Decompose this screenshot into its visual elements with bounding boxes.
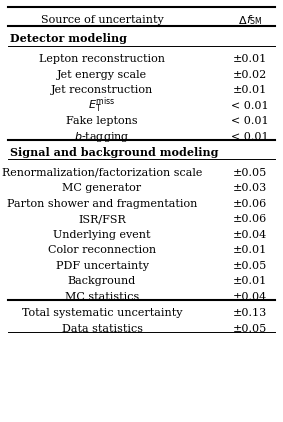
Text: Lepton reconstruction: Lepton reconstruction bbox=[39, 54, 165, 64]
Text: ±0.04: ±0.04 bbox=[233, 292, 267, 302]
Text: < 0.01: < 0.01 bbox=[231, 116, 269, 126]
Text: Color reconnection: Color reconnection bbox=[48, 245, 156, 255]
Text: Parton shower and fragmentation: Parton shower and fragmentation bbox=[7, 199, 197, 208]
Text: Data statistics: Data statistics bbox=[61, 324, 143, 334]
Text: < 0.01: < 0.01 bbox=[231, 132, 269, 142]
Text: ±0.01: ±0.01 bbox=[233, 85, 267, 95]
Text: < 0.01: < 0.01 bbox=[231, 100, 269, 111]
Text: ±0.13: ±0.13 bbox=[233, 308, 267, 318]
Text: $E_{\rm T}^{\rm miss}$: $E_{\rm T}^{\rm miss}$ bbox=[88, 96, 116, 116]
Text: ±0.01: ±0.01 bbox=[233, 54, 267, 64]
Text: Fake leptons: Fake leptons bbox=[66, 116, 138, 126]
Text: Detector modeling: Detector modeling bbox=[10, 33, 127, 44]
Text: Total systematic uncertainty: Total systematic uncertainty bbox=[22, 308, 182, 318]
Text: ±0.06: ±0.06 bbox=[233, 214, 267, 224]
Text: Signal and background modeling: Signal and background modeling bbox=[10, 147, 218, 158]
Text: ISR/FSR: ISR/FSR bbox=[78, 214, 126, 224]
Text: MC generator: MC generator bbox=[63, 183, 142, 193]
Text: $f_{\rm SM}$: $f_{\rm SM}$ bbox=[246, 13, 263, 27]
Text: Renormalization/factorization scale: Renormalization/factorization scale bbox=[2, 168, 202, 178]
Text: Source of uncertainty: Source of uncertainty bbox=[41, 15, 163, 25]
Text: Jet energy scale: Jet energy scale bbox=[57, 70, 147, 80]
Text: ±0.02: ±0.02 bbox=[233, 70, 267, 80]
Text: Underlying event: Underlying event bbox=[53, 230, 151, 240]
Text: Background: Background bbox=[68, 276, 136, 286]
Text: ±0.01: ±0.01 bbox=[233, 276, 267, 286]
Text: $\Delta$: $\Delta$ bbox=[238, 14, 248, 26]
Text: MC statistics: MC statistics bbox=[65, 292, 139, 302]
Text: ±0.05: ±0.05 bbox=[233, 261, 267, 271]
Text: ±0.05: ±0.05 bbox=[233, 168, 267, 178]
Text: ±0.06: ±0.06 bbox=[233, 199, 267, 208]
Text: PDF uncertainty: PDF uncertainty bbox=[55, 261, 149, 271]
Text: ±0.01: ±0.01 bbox=[233, 245, 267, 255]
Text: ±0.05: ±0.05 bbox=[233, 324, 267, 334]
Text: Jet reconstruction: Jet reconstruction bbox=[51, 85, 153, 95]
Text: ±0.04: ±0.04 bbox=[233, 230, 267, 240]
Text: ±0.03: ±0.03 bbox=[233, 183, 267, 193]
Text: $b$-tagging: $b$-tagging bbox=[74, 130, 130, 143]
